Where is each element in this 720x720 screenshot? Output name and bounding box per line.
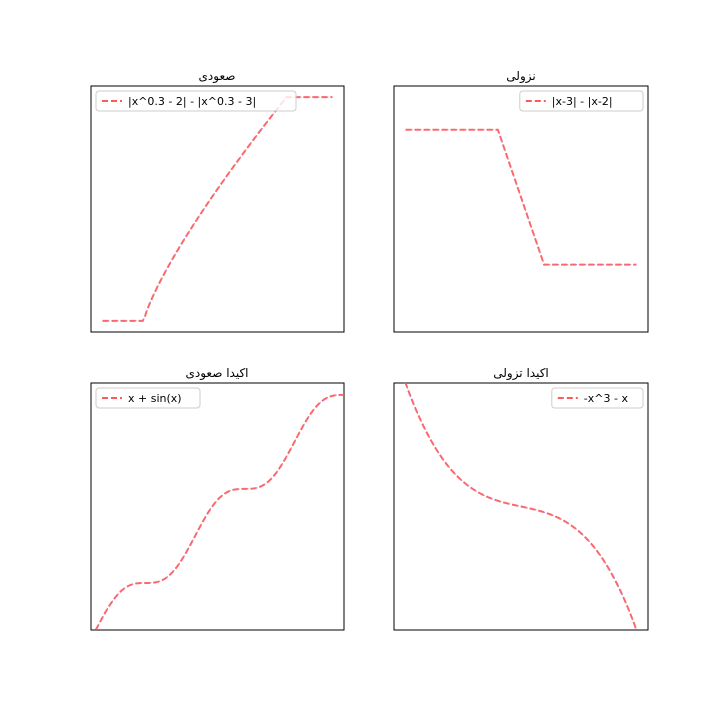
axes-frame: [393, 85, 649, 333]
subplot-strictly-decreasing: اکیدا تزولی -x^3 - x: [393, 366, 649, 631]
legend-label: -x^3 - x: [584, 392, 629, 405]
legend: |x-3| - |x-2|: [519, 90, 644, 112]
chart-title: اکیدا صعودی: [185, 366, 248, 381]
series-line: [94, 393, 344, 630]
legend: x + sin(x): [95, 387, 201, 409]
legend-box: [95, 387, 201, 409]
series-line: [404, 383, 638, 630]
legend-label: |x^0.3 - 2| - |x^0.3 - 3|: [128, 95, 256, 108]
axes-frame: [90, 382, 345, 631]
subplot-strictly-increasing: اکیدا صعودی x + sin(x): [90, 366, 345, 631]
chart-title: صعودی: [199, 69, 236, 84]
legend: -x^3 - x: [551, 387, 644, 409]
axes-frame: [90, 85, 345, 333]
series-line: [102, 96, 333, 322]
legend-label: |x-3| - |x-2|: [552, 95, 613, 108]
legend: |x^0.3 - 2| - |x^0.3 - 3|: [95, 90, 297, 112]
chart-title: نزولی: [506, 69, 535, 84]
legend-box: [551, 387, 644, 409]
legend-box: [95, 90, 297, 112]
legend-box: [519, 90, 644, 112]
subplot-decreasing: نزولی |x-3| - |x-2|: [393, 69, 649, 333]
chart-title: اکیدا تزولی: [493, 366, 549, 381]
legend-label: x + sin(x): [128, 392, 182, 405]
subplot-increasing: صعودی |x^0.3 - 2| - |x^0.3 - 3|: [90, 69, 345, 333]
series-line: [405, 128, 637, 266]
